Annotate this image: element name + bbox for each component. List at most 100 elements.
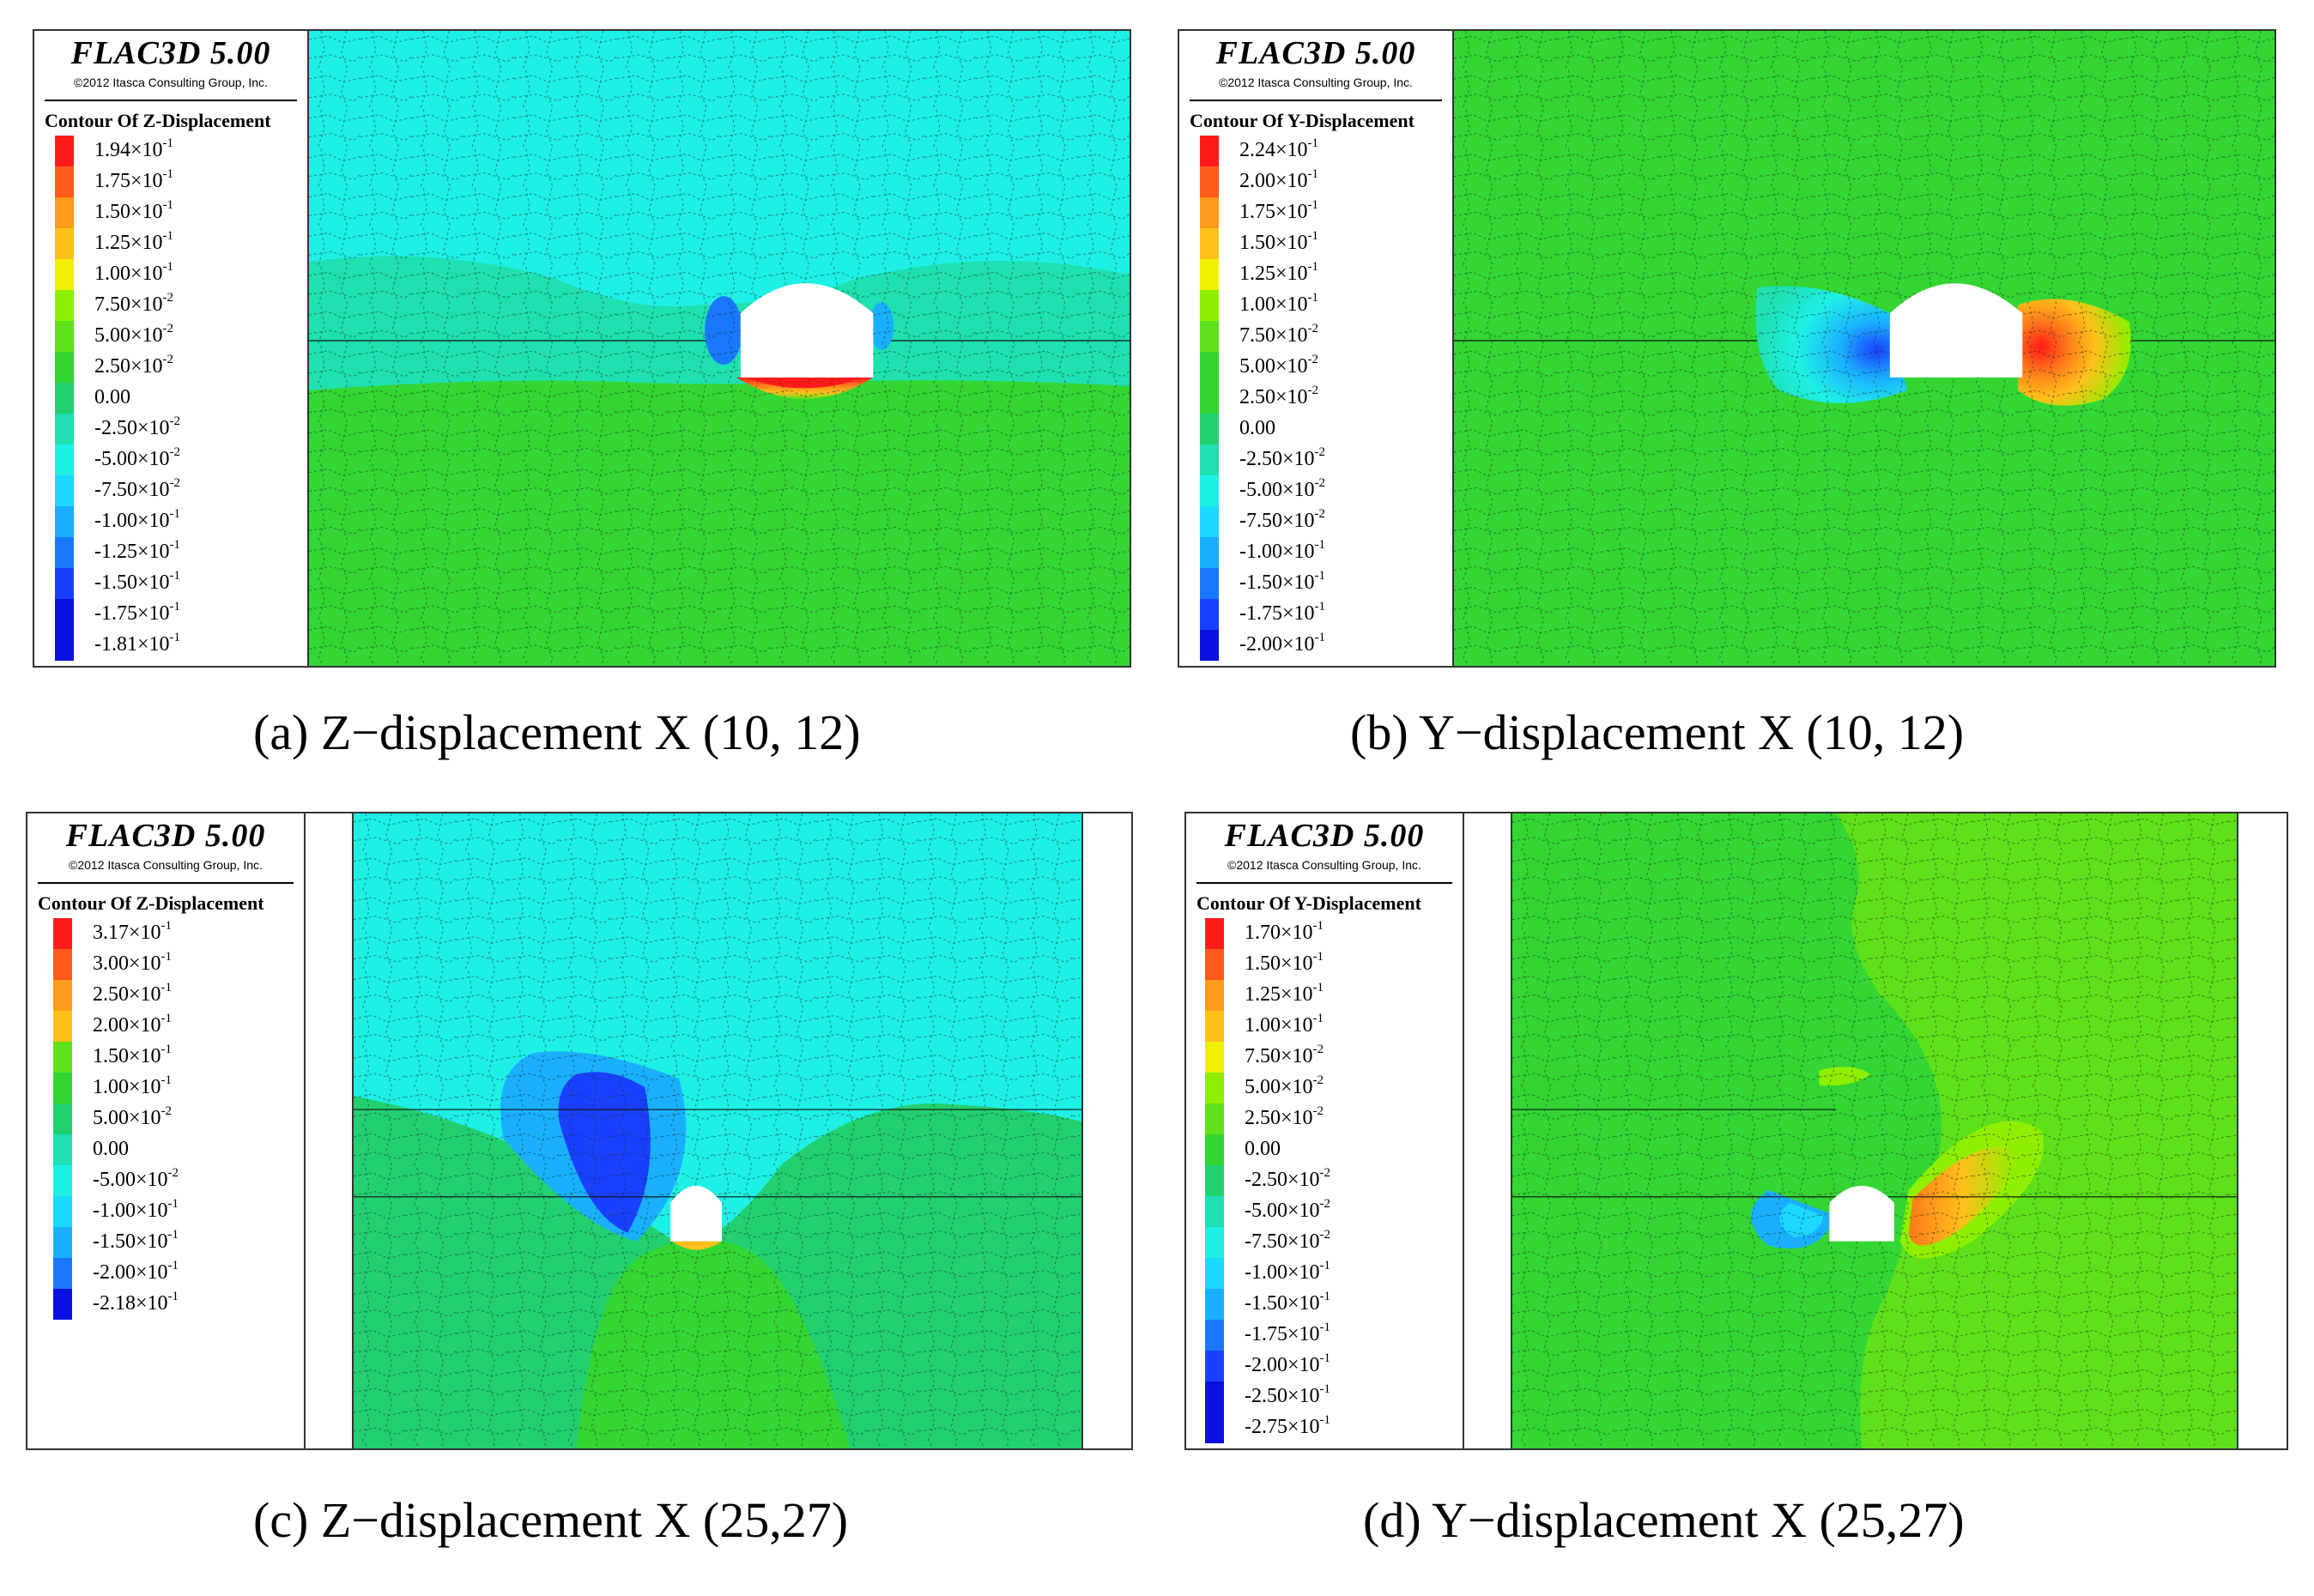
level-value: 1.50×10-1 [93,1043,173,1068]
level-value: -1.50×10-1 [1245,1290,1331,1315]
copyright-text: ©2012 Itasca Consulting Group, Inc. [1219,76,1413,89]
level-value: -1.00×10-1 [93,1197,179,1223]
level-value: 0.00 [94,386,130,408]
color-swatch [55,136,74,166]
panel-a: FLAC3D 5.00 ©2012 Itasca Consulting Grou… [33,29,1131,668]
caption-c: (c) Z−displacement X (25,27) [253,1492,849,1548]
color-swatch [53,1103,72,1134]
color-swatch [1205,1103,1224,1134]
color-swatch [1205,1196,1224,1227]
color-swatch [53,1073,72,1103]
color-swatch [1205,1011,1224,1042]
level-value: -1.75×10-1 [1239,600,1326,626]
color-swatch [1200,414,1219,444]
color-swatch [1200,568,1219,599]
color-swatch [1200,136,1219,166]
level-value: -1.50×10-1 [94,569,181,595]
level-value: 1.50×10-1 [1245,950,1324,976]
caption-a: (a) Z−displacement X (10, 12) [253,704,861,760]
color-swatch [1200,197,1219,228]
color-swatch [55,321,74,352]
level-value: 3.17×10-1 [93,919,173,945]
color-swatch [1205,918,1224,949]
color-swatch [55,475,74,506]
level-value: 1.50×10-1 [1239,229,1319,255]
level-value: 1.70×10-1 [1245,919,1324,945]
legend-c: FLAC3D 5.00 ©2012 Itasca Consulting Grou… [27,813,306,1448]
color-swatch [1200,475,1219,506]
level-value: 0.00 [93,1138,129,1160]
level-value: 1.25×10-1 [94,229,174,255]
color-swatch [1205,1320,1224,1351]
color-swatch [1200,259,1219,290]
divider [1196,882,1452,884]
software-title: FLAC3D 5.00 [1215,35,1416,71]
legend-b: FLAC3D 5.00 ©2012 Itasca Consulting Grou… [1179,31,1454,666]
caption-d: (d) Y−displacement X (25,27) [1363,1492,1965,1548]
divider [38,882,294,884]
color-swatch [1200,444,1219,475]
level-value: 1.94×10-1 [94,136,174,162]
panel-c: FLAC3D 5.00 ©2012 Itasca Consulting Grou… [26,812,1133,1450]
level-value: 2.00×10-1 [93,1012,173,1037]
color-swatch [53,1289,72,1320]
color-swatch [55,197,74,228]
level-value: 1.25×10-1 [1245,981,1324,1007]
legend-d: FLAC3D 5.00 ©2012 Itasca Consulting Grou… [1186,813,1464,1448]
level-value: 2.50×10-2 [94,353,174,378]
level-value: -2.75×10-1 [1245,1413,1331,1439]
level-value: 2.24×10-1 [1239,136,1319,162]
color-swatch [1200,228,1219,259]
level-value: 1.00×10-1 [1245,1012,1324,1037]
color-swatch [1205,980,1224,1011]
level-value: -5.00×10-2 [93,1166,179,1192]
color-swatch [1200,321,1219,352]
color-swatch [55,599,74,630]
level-value: 3.00×10-1 [93,950,173,976]
color-swatch [1200,166,1219,197]
level-value: -1.00×10-1 [94,507,181,533]
level-value: 2.50×10-2 [1239,384,1319,409]
color-swatch [55,290,74,321]
level-value: -2.18×10-1 [93,1290,179,1315]
color-swatch [1205,1258,1224,1289]
color-swatch [1205,1351,1224,1381]
copyright-text: ©2012 Itasca Consulting Group, Inc. [69,858,263,872]
color-swatch [55,630,74,661]
level-value: -7.50×10-2 [1239,507,1326,533]
color-swatch [1205,1412,1224,1443]
level-value: -2.50×10-2 [1239,445,1326,471]
level-value: 1.75×10-1 [94,167,174,193]
color-swatch [1205,1227,1224,1258]
level-value: -2.00×10-1 [93,1259,179,1285]
level-value: -1.75×10-1 [94,600,181,626]
color-swatch [53,1258,72,1289]
level-value: 0.00 [1245,1138,1281,1160]
level-value: -2.50×10-1 [1245,1382,1331,1408]
color-swatch [53,1196,72,1227]
color-swatch [53,1227,72,1258]
divider [45,100,297,101]
color-swatch [53,949,72,980]
color-swatch [1200,537,1219,568]
color-swatch [55,414,74,444]
panel-d: FLAC3D 5.00 ©2012 Itasca Consulting Grou… [1184,812,2288,1450]
level-value: 1.00×10-1 [94,260,174,286]
level-value: 2.00×10-1 [1239,167,1319,193]
color-swatch [1200,506,1219,537]
level-value: 2.50×10-2 [1245,1104,1324,1130]
color-swatch [55,228,74,259]
color-swatch [55,166,74,197]
contour-plot-d [1511,813,2238,1448]
contour-title: Contour Of Z-Displacement [38,892,264,914]
contour-title: Contour Of Y-Displacement [1196,892,1421,914]
level-value: -7.50×10-2 [1245,1228,1331,1254]
level-value: 5.00×10-2 [93,1104,173,1130]
level-value: 5.00×10-2 [1245,1073,1324,1099]
color-swatch [55,352,74,383]
level-value: -1.50×10-1 [1239,569,1326,595]
level-value: 5.00×10-2 [1239,353,1319,378]
color-swatch [1200,352,1219,383]
level-value: -1.75×10-1 [1245,1321,1331,1346]
level-value: 1.00×10-1 [1239,291,1319,317]
